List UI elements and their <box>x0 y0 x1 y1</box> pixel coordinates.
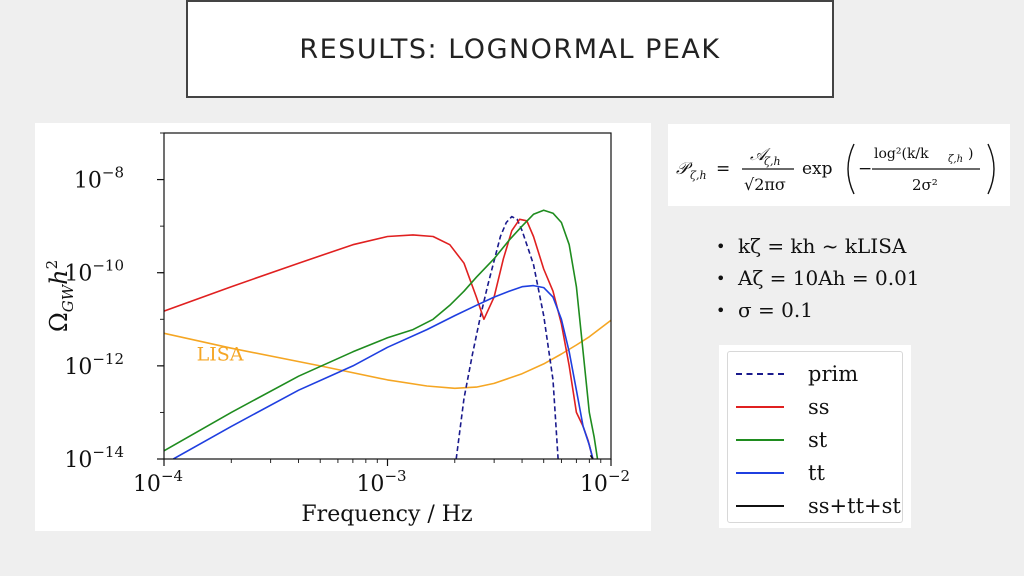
formula-inner-numerator: log²(k/k <box>874 146 929 162</box>
chart-svg: 10−4 10−3 10−2 10−14 10−12 10−10 10−8 LISA Freq… <box>43 132 630 527</box>
y-axis-label: ΩGWh2 <box>43 260 77 332</box>
legend-label: tt <box>808 461 825 485</box>
bullet-marker: • <box>716 268 726 288</box>
legend-swatch <box>736 435 784 445</box>
lisa-annotation: LISA <box>197 344 244 366</box>
formula-inner-numerator-sub: ζ,h <box>948 154 963 165</box>
formula-exp: exp <box>802 159 833 179</box>
legend-swatch <box>736 402 784 412</box>
y-tick-label: 10−8 <box>74 164 124 194</box>
x-tick-label: 10−2 <box>580 467 630 497</box>
formula-minus: − <box>858 159 872 179</box>
series-line-st <box>164 209 599 459</box>
formula-numerator: 𝒜 <box>750 145 771 165</box>
legend-label: ss <box>808 395 830 419</box>
parameter-text: Aζ = 10Ah = 0.01 <box>738 266 920 290</box>
formula-inner-denominator: 2σ² <box>912 176 938 194</box>
x-tick-label: 10−3 <box>356 467 406 497</box>
legend-panel: prim ss st tt ss+tt+st <box>719 345 911 528</box>
formula-lhs-sub: ζ,h <box>690 169 707 182</box>
legend-label: st <box>808 428 828 452</box>
bullet-marker: • <box>716 300 726 320</box>
legend: prim ss st tt ss+tt+st <box>727 351 903 523</box>
formula-box: 𝒫 ζ,h = 𝒜 ζ,h √2πσ exp − log²(k/k ζ,h ) … <box>668 124 1010 206</box>
series-line-sum <box>589 454 594 459</box>
parameter-text: kζ = kh ~ kLISA <box>738 234 907 258</box>
bullet-marker: • <box>716 236 726 256</box>
legend-entry-sum: ss+tt+st <box>736 492 901 520</box>
legend-label: ss+tt+st <box>808 494 901 518</box>
formula-equation: 𝒫 ζ,h = 𝒜 ζ,h √2πσ exp − log²(k/k ζ,h ) … <box>676 143 995 195</box>
formula-inner-numerator-close: ) <box>968 146 973 162</box>
y-tick-label: 10−10 <box>64 257 124 287</box>
formula-equals: = <box>716 159 730 179</box>
legend-swatch <box>736 501 784 511</box>
y-tick-label: 10−14 <box>64 443 124 473</box>
parameter-item: • σ = 0.1 <box>716 294 1016 326</box>
y-tick-label: 10−12 <box>64 350 124 380</box>
chart-panel: 10−4 10−3 10−2 10−14 10−12 10−10 10−8 LISA Freq… <box>35 123 651 531</box>
x-axis-label: Frequency / Hz <box>301 502 472 527</box>
parameter-text: σ = 0.1 <box>738 298 813 322</box>
legend-entry-st: st <box>736 426 827 454</box>
legend-swatch <box>736 369 784 379</box>
formula-denominator: √2πσ <box>744 175 786 194</box>
series-line-ss <box>164 218 594 459</box>
legend-entry-prim: prim <box>736 360 858 388</box>
series-line-tt <box>172 284 594 459</box>
parameter-item: • Aζ = 10Ah = 0.01 <box>716 262 1016 294</box>
legend-swatch <box>736 468 784 478</box>
parameter-item: • kζ = kh ~ kLISA <box>716 230 1016 262</box>
legend-entry-ss: ss <box>736 393 830 421</box>
parameter-list: • kζ = kh ~ kLISA • Aζ = 10Ah = 0.01 • σ… <box>716 230 1016 326</box>
title-box: RESULTS: LOGNORMAL PEAK <box>186 0 834 98</box>
series-line-prim <box>455 215 559 459</box>
legend-label: prim <box>808 362 859 386</box>
slide-title: RESULTS: LOGNORMAL PEAK <box>299 33 721 65</box>
x-tick-label: 10−4 <box>133 467 183 497</box>
plot-frame <box>163 132 612 460</box>
series-line-lisa <box>164 319 611 390</box>
formula-numerator-sub: ζ,h <box>764 155 781 168</box>
legend-entry-tt: tt <box>736 459 825 487</box>
